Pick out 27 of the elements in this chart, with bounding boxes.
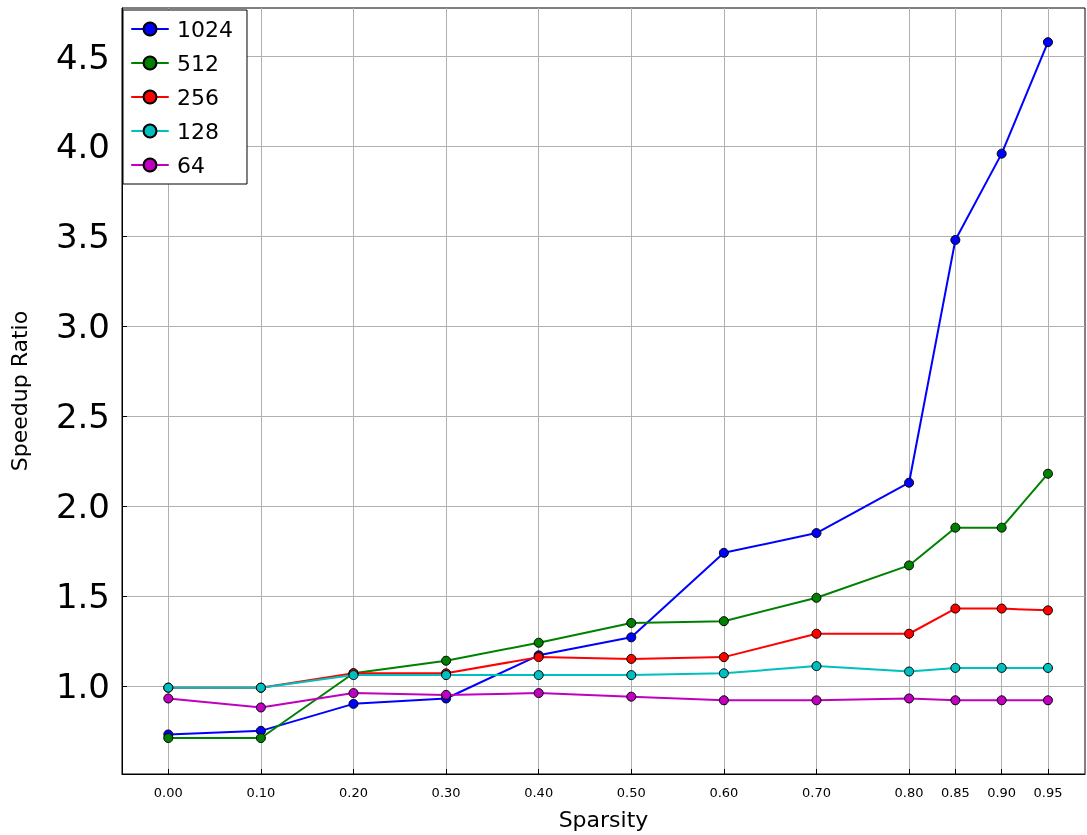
y-tick-label: 2.0 xyxy=(55,486,110,527)
legend-label: 128 xyxy=(177,118,219,144)
y-tick-label: 2.5 xyxy=(55,396,110,437)
x-tick-label: 0.20 xyxy=(339,785,368,800)
y-tick-label: 4.0 xyxy=(55,126,110,167)
legend-label: 64 xyxy=(177,152,205,178)
y-tick-label: 3.0 xyxy=(55,306,110,347)
x-tick-label: 0.30 xyxy=(431,785,461,800)
legend-label: 256 xyxy=(177,84,219,110)
x-tick-label: 0.80 xyxy=(894,785,924,800)
x-tick-label: 0.60 xyxy=(709,785,739,800)
x-tick-label: 0.95 xyxy=(1033,785,1063,800)
y-tick-label: 4.5 xyxy=(55,36,110,77)
x-tick-label: 0.85 xyxy=(940,785,970,800)
x-tick-label: 0.90 xyxy=(987,785,1017,800)
x-tick-label: 0.40 xyxy=(524,785,554,800)
y-tick-label: 3.5 xyxy=(55,216,110,257)
x-tick-label: 0.10 xyxy=(246,785,276,800)
x-tick-label: 0.50 xyxy=(616,785,646,800)
y-tick-label: 1.5 xyxy=(55,575,110,616)
y-tick-label: 1.0 xyxy=(55,665,110,706)
legend-label: 512 xyxy=(177,50,219,76)
y-axis-title: Speedup Ratio xyxy=(6,310,32,472)
legend-label: 1024 xyxy=(177,16,233,42)
x-tick-label: 0.70 xyxy=(801,785,831,800)
x-tick-label: 0.00 xyxy=(153,785,183,800)
x-axis-title: Sparsity xyxy=(558,806,649,832)
